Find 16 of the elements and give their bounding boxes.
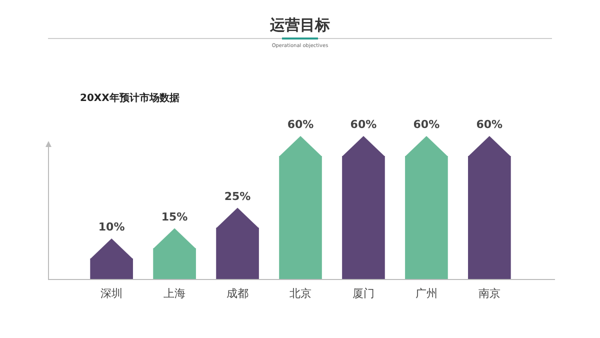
data-label: 60% <box>476 118 503 131</box>
chart-title: 运营目标 <box>269 16 330 34</box>
data-label: 15% <box>161 210 188 224</box>
x-tick-label: 南京 <box>478 286 500 300</box>
text: 20XX年预计市场数据 <box>80 92 180 104</box>
data-label: 10% <box>98 220 125 234</box>
x-tick-label: 北京 <box>290 286 312 300</box>
x-tick-label: 广州 <box>415 286 438 300</box>
data-label: 25% <box>224 190 251 203</box>
data-label: 60% <box>413 118 440 131</box>
data-label: 60% <box>350 118 377 131</box>
x-tick-label: 上海 <box>164 286 186 300</box>
data-label: 60% <box>287 118 314 131</box>
x-tick-label: 成都 <box>226 286 249 300</box>
x-tick-label: 深圳 <box>100 286 123 300</box>
x-tick-label: 厦门 <box>352 286 374 300</box>
